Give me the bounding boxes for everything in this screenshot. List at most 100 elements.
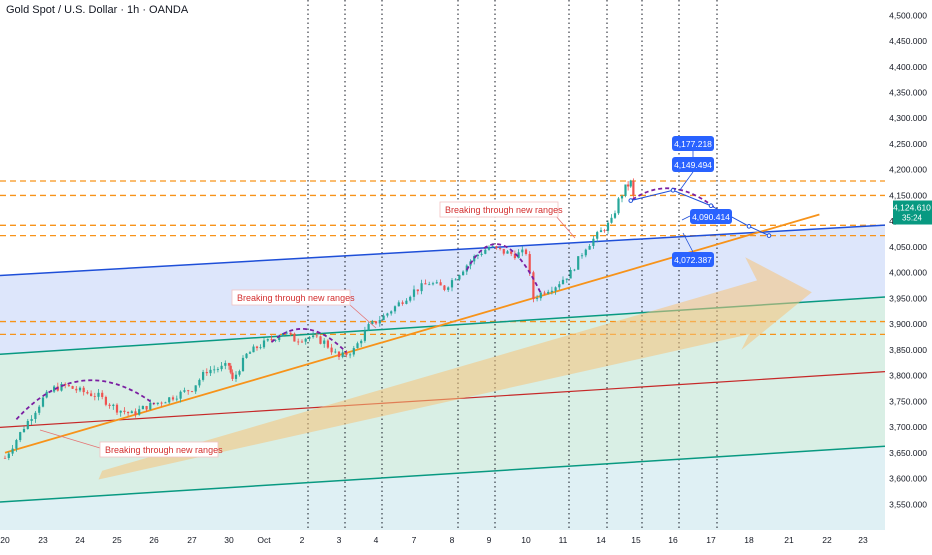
candle-body [149, 402, 152, 410]
candle-body [209, 369, 212, 374]
candle-body [168, 397, 171, 403]
projection-node [628, 198, 634, 203]
x-tick-label: 16 [668, 535, 678, 545]
candle-body [360, 340, 363, 344]
level-label-bg [690, 209, 732, 224]
candle-body [71, 386, 74, 389]
candle-body [156, 402, 159, 404]
candle-body [179, 391, 182, 399]
candle-body [521, 249, 524, 253]
candle-body [480, 253, 483, 255]
x-tick-label: 9 [487, 535, 492, 545]
y-tick-label: 4,350.000 [889, 88, 927, 98]
y-tick-label: 4,250.000 [889, 139, 927, 149]
x-tick-label: 27 [187, 535, 197, 545]
candle-body [561, 279, 565, 285]
candle-body [499, 247, 502, 249]
level-label-bg [672, 136, 714, 151]
candle-body [577, 256, 580, 270]
candle-body [550, 290, 553, 292]
candle-body [610, 217, 613, 223]
candle-body [536, 298, 539, 300]
candle-body [371, 321, 374, 325]
projection-node [766, 233, 772, 238]
candle-body [194, 385, 197, 392]
x-tick-label: 23 [38, 535, 48, 545]
arc-top [15, 379, 155, 420]
annotation-text-bg [99, 441, 219, 458]
candle-body [487, 246, 491, 250]
candle-body [349, 354, 352, 356]
candle-body [145, 406, 148, 410]
candle-body [281, 333, 285, 337]
candle-body [160, 402, 163, 404]
candle-body [7, 453, 10, 459]
candle-body [420, 283, 423, 292]
y-tick-label: 4,000.000 [889, 268, 927, 278]
candle-body [510, 251, 513, 254]
candle-body [304, 338, 307, 342]
candle-body [439, 282, 442, 286]
candle-body [241, 357, 245, 372]
projection-node [670, 187, 676, 193]
candle-body [227, 363, 231, 366]
candle-body [19, 432, 22, 441]
candle-body [443, 285, 446, 290]
candle-body [245, 353, 248, 358]
candle-body [34, 412, 37, 419]
candle-body [86, 392, 89, 394]
candle-body [393, 306, 397, 312]
y-tick-label: 4,450.000 [889, 36, 927, 46]
candle-body [190, 391, 194, 392]
candle-body [524, 249, 528, 255]
candle-body [606, 222, 610, 231]
arc-top [270, 328, 348, 354]
candle-body [401, 302, 404, 304]
candle-body [596, 232, 599, 239]
candle-body [213, 369, 216, 371]
candle-body [115, 404, 119, 413]
annotation-text-bg [231, 289, 351, 306]
candle-body [382, 315, 385, 321]
y-tick-label: 4,300.000 [889, 113, 927, 123]
x-tick-label: Oct [257, 535, 271, 545]
candle-body [234, 374, 238, 379]
candle-body [367, 324, 370, 331]
channel-lower-line [0, 445, 886, 503]
candle-body [341, 352, 344, 357]
channel-upper-line [0, 224, 886, 277]
trend-arrow [98, 257, 812, 480]
candle-body [216, 369, 219, 370]
candle-body [495, 246, 498, 248]
candle-body [231, 372, 234, 379]
x-tick-label: 7 [412, 535, 417, 545]
level-label-bg [672, 252, 714, 267]
candle-body [506, 251, 509, 254]
candle-body [64, 383, 67, 386]
candle-body [513, 253, 516, 259]
candle-body [352, 348, 355, 355]
candle-body [82, 387, 85, 393]
candle-body [592, 238, 595, 246]
x-tick-label: 26 [149, 535, 159, 545]
candle-body [580, 255, 584, 257]
candle-body [632, 180, 635, 196]
annotation-text-bg [439, 201, 559, 218]
candle-body [164, 402, 167, 404]
candle-body [458, 275, 461, 280]
candle-body [224, 363, 227, 366]
candle-body [104, 396, 107, 405]
candle-body [416, 289, 419, 292]
candle-body [278, 336, 281, 340]
candle-body [476, 254, 479, 256]
candle-body [569, 269, 572, 279]
x-tick-label: 23 [858, 535, 868, 545]
candle-body [528, 254, 531, 273]
candle-body [202, 372, 205, 380]
projection-node [708, 203, 714, 209]
candle-body [108, 404, 111, 406]
x-tick-label: 10 [521, 535, 531, 545]
current-price-value: 4,124.610 [893, 203, 931, 213]
